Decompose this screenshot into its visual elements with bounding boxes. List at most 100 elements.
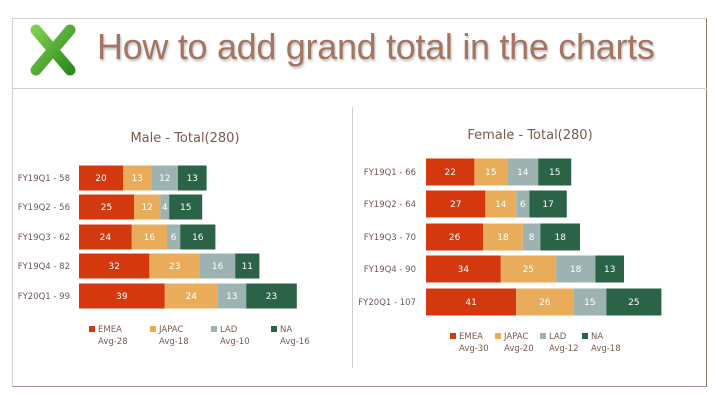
male-legend-emea: EMEA Avg-28 xyxy=(89,325,128,347)
male-bar-japac xyxy=(134,194,161,220)
female-bar-japac xyxy=(485,190,517,218)
legend-average: Avg-12 xyxy=(549,344,579,354)
female-data-label: 25 xyxy=(523,265,534,275)
legend-label: LAD xyxy=(549,332,567,342)
male-data-label: 23 xyxy=(266,292,277,302)
legend-average: Avg-20 xyxy=(504,344,534,354)
male-bar-lad xyxy=(151,165,178,191)
male-data-label: 13 xyxy=(226,292,237,302)
female-bar-na xyxy=(595,255,624,283)
female-data-label: 18 xyxy=(554,233,566,243)
female-bar-lad xyxy=(516,190,530,218)
female-category-label: FY20Q1 - 107 xyxy=(358,298,416,308)
legend-average: Avg-30 xyxy=(459,344,489,354)
female-bar-na xyxy=(606,288,662,316)
female-bar-japac xyxy=(516,288,574,316)
male-data-label: 16 xyxy=(144,233,156,243)
female-data-label: 17 xyxy=(542,200,553,210)
female-category-label: FY19Q4 - 90 xyxy=(364,265,416,275)
female-data-label: 34 xyxy=(458,265,470,275)
male-bar-emea xyxy=(79,194,134,220)
page-title: How to add grand total in the charts xyxy=(97,26,655,67)
female-category-label: FY19Q2 - 64 xyxy=(364,200,416,210)
legend-swatch xyxy=(450,333,456,339)
male-legend-na: NA Avg-16 xyxy=(271,325,310,347)
male-bar-na xyxy=(246,283,297,309)
male-data-label: 11 xyxy=(242,262,253,272)
male-bar-lad xyxy=(200,253,236,279)
female-data-label: 8 xyxy=(529,233,535,243)
female-data-label: 13 xyxy=(604,265,615,275)
male-bar-na xyxy=(178,165,207,191)
male-bar-emea xyxy=(79,283,165,309)
female-bar-emea xyxy=(426,223,484,251)
female-bar-emea xyxy=(426,255,501,283)
male-category-label: FY19Q2 - 56 xyxy=(18,203,70,213)
female-data-label: 41 xyxy=(465,298,476,308)
female-legend-emea: EMEA Avg-30 xyxy=(450,332,489,354)
legend-label: NA xyxy=(280,325,293,335)
female-bar-emea xyxy=(426,158,475,186)
female-data-label: 6 xyxy=(520,200,526,210)
male-chart-title: Male - Total(280) xyxy=(130,131,240,146)
female-category-label: FY19Q3 - 70 xyxy=(364,233,416,243)
male-bar-na xyxy=(169,194,203,220)
female-data-label: 15 xyxy=(485,168,496,178)
male-bar-japac xyxy=(123,165,152,191)
legend-average: Avg-18 xyxy=(159,337,189,347)
female-bar-lad xyxy=(555,255,596,283)
female-legend-lad: LAD Avg-12 xyxy=(540,332,579,354)
female-data-label: 25 xyxy=(628,298,639,308)
male-data-label: 23 xyxy=(169,262,180,272)
male-data-label: 15 xyxy=(180,203,191,213)
male-data-label: 32 xyxy=(108,262,119,272)
legend-average: Avg-18 xyxy=(591,344,621,354)
male-data-label: 13 xyxy=(132,174,143,184)
male-data-label: 13 xyxy=(187,174,198,184)
male-legend-lad: LAD Avg-10 xyxy=(211,325,250,347)
female-data-label: 15 xyxy=(584,298,595,308)
female-bar-na xyxy=(529,190,567,218)
female-category-label: FY19Q1 - 66 xyxy=(364,168,416,178)
female-data-label: 26 xyxy=(539,298,551,308)
male-data-label: 20 xyxy=(95,174,107,184)
female-data-label: 27 xyxy=(450,200,461,210)
male-category-label: FY19Q4 - 82 xyxy=(18,262,70,272)
male-bar-japac xyxy=(149,253,200,279)
female-bar-na xyxy=(538,158,572,186)
male-data-label: 4 xyxy=(162,203,168,213)
legend-swatch xyxy=(582,333,588,339)
male-data-label: 12 xyxy=(141,203,152,213)
female-legend-na: NA Avg-18 xyxy=(582,332,621,354)
male-bar-lad xyxy=(160,194,170,220)
male-data-label: 16 xyxy=(212,262,224,272)
legend-swatch xyxy=(211,326,217,332)
male-bar-na xyxy=(180,224,216,250)
female-data-label: 15 xyxy=(549,168,560,178)
female-chart-title: Female - Total(280) xyxy=(467,128,593,143)
legend-label: EMEA xyxy=(459,332,483,342)
legend-average: Avg-16 xyxy=(280,337,310,347)
legend-swatch xyxy=(271,326,277,332)
male-data-label: 12 xyxy=(159,174,170,184)
male-category-label: FY20Q1 - 99 xyxy=(18,292,70,302)
chart-divider xyxy=(352,107,353,368)
male-bar-na xyxy=(235,253,260,279)
female-data-label: 18 xyxy=(497,233,509,243)
excel-x-logo-icon xyxy=(30,24,76,76)
female-bar-japac xyxy=(474,158,508,186)
legend-label: EMEA xyxy=(98,325,122,335)
male-bar-lad xyxy=(217,283,247,309)
male-data-label: 25 xyxy=(101,203,112,213)
female-legend-japac: JAPAC Avg-20 xyxy=(495,332,534,354)
legend-label: LAD xyxy=(220,325,238,335)
male-bar-emea xyxy=(79,224,132,250)
male-category-label: FY19Q1 - 58 xyxy=(18,174,70,184)
female-data-label: 14 xyxy=(517,168,529,178)
legend-average: Avg-28 xyxy=(98,337,128,347)
male-category-label: FY19Q3 - 62 xyxy=(18,233,70,243)
legend-label: JAPAC xyxy=(159,325,184,335)
female-bar-na xyxy=(540,223,580,251)
male-data-label: 24 xyxy=(185,292,197,302)
female-bar-emea xyxy=(426,288,517,316)
